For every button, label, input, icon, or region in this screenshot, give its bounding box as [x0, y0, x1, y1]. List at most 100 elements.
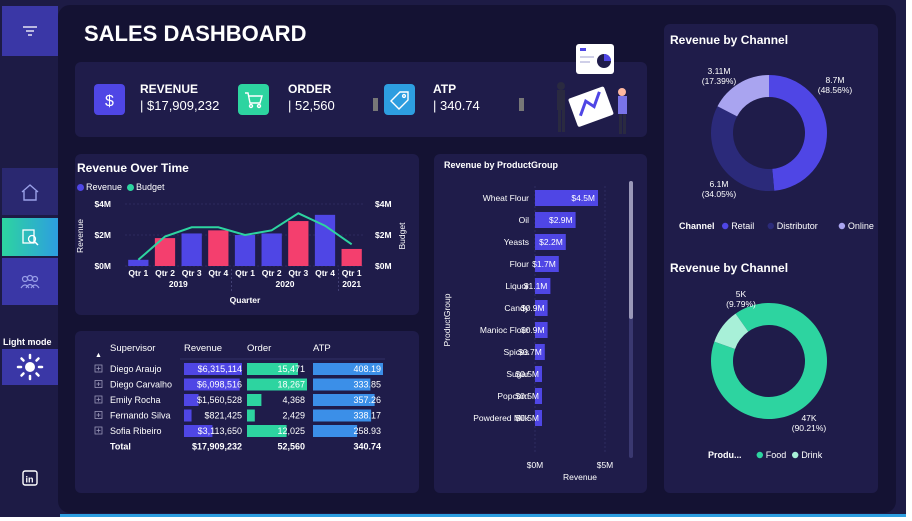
- x-tick-label: Qtr 1: [235, 268, 255, 278]
- data-label: $2.9M: [549, 215, 573, 225]
- category-label: Powdered Milk: [473, 413, 529, 423]
- revenue-bar: [314, 214, 336, 266]
- revenue-cell: $1,560,528: [197, 395, 242, 405]
- y-tick-label: $2M: [94, 230, 111, 240]
- donut-slice: [711, 303, 827, 419]
- kpi-atp-icon-box: [384, 84, 415, 115]
- channel-donut-chart: 8.7M(48.56%) 6.1M(34.05%) 3.11M(17.39%) Cha…: [679, 66, 874, 231]
- revenue-bar: [181, 233, 202, 266]
- data-label: $2.2M: [539, 237, 563, 247]
- slice-percent-label: (90.21%): [792, 423, 827, 433]
- revenue-over-time-legend: Revenue Budget: [77, 182, 165, 192]
- y-tick-label: $0M: [94, 261, 111, 271]
- analysis-button[interactable]: [2, 218, 58, 256]
- revenue-cell: $821,425: [204, 411, 242, 421]
- slice-percent-label: (48.56%): [818, 85, 853, 95]
- kpi-divider: [519, 98, 524, 111]
- legend-dot: [792, 451, 799, 459]
- product-bar: [535, 344, 545, 360]
- revenue-bar: [128, 259, 149, 266]
- supervisor-name: Fernando Silva: [110, 411, 171, 421]
- kpi-revenue-number: $17,909,232: [147, 98, 220, 113]
- kpi-revenue-value: | $17,909,232: [140, 98, 220, 113]
- x-tick-label: Qtr 1: [128, 268, 148, 278]
- year-label: 2021: [342, 279, 361, 289]
- light-mode-toggle[interactable]: [2, 349, 58, 385]
- data-label: $1.1M: [524, 281, 548, 291]
- cart-icon: [244, 91, 263, 108]
- kpi-divider: [373, 98, 378, 111]
- product-bar: [535, 300, 548, 316]
- product-bar: [535, 410, 542, 426]
- light-mode-label: Light mode: [3, 337, 52, 347]
- kpi-revenue-label: REVENUE: [140, 82, 199, 96]
- x-axis-label: Revenue: [563, 472, 597, 482]
- expand-toggle-icon: [94, 395, 103, 404]
- linkedin-icon: in: [22, 470, 38, 486]
- revenue-bar: [341, 248, 362, 266]
- product-bar: [535, 366, 542, 382]
- filter-icon: [23, 26, 37, 36]
- revenue-bar: [208, 230, 229, 266]
- category-label: Yeasts: [504, 237, 529, 247]
- data-label: $0.5M: [515, 391, 539, 401]
- x-tick-label: Qtr 4: [208, 268, 228, 278]
- home-button[interactable]: [2, 168, 58, 215]
- kpi-atp-label: ATP: [433, 82, 457, 96]
- slice-percent-label: (17.39%): [702, 76, 737, 86]
- y2-tick-label: $2M: [375, 230, 392, 240]
- expand-toggle-icon: [94, 411, 103, 419]
- column-header: Supervisor: [110, 343, 155, 354]
- product-bar: [535, 278, 551, 294]
- legend-dot: [767, 222, 774, 230]
- supervisor-name: Diego Araujo: [110, 364, 162, 374]
- order-cell: 12,025: [277, 426, 305, 436]
- product-donut-chart: 47K(90.21%) 5K(9.79%) Produ... Food Drink: [708, 289, 827, 460]
- atp-cell: 408.19: [353, 364, 381, 374]
- kpi-panel: [75, 62, 647, 137]
- data-label: $4.5M: [571, 193, 595, 203]
- x-tick-label: $0M: [527, 460, 544, 470]
- revenue-databar: [184, 409, 192, 422]
- x-tick-label: $5M: [597, 460, 614, 470]
- revenue-databar: [184, 394, 199, 406]
- slice-value-label: 47K: [801, 413, 816, 423]
- filter-button[interactable]: [2, 6, 58, 56]
- data-label: $0.7M: [518, 347, 542, 357]
- kpi-order-icon-box: [238, 84, 269, 115]
- people-icon: [20, 274, 40, 288]
- people-button[interactable]: [2, 258, 58, 305]
- y2-axis-label: Budget: [397, 222, 407, 250]
- total-atp: 340.74: [353, 442, 381, 452]
- tag-icon: [389, 90, 409, 110]
- linkedin-button[interactable]: in: [2, 466, 58, 490]
- atp-cell: 333.85: [353, 380, 381, 390]
- x-axis-label: Quarter: [230, 295, 261, 305]
- x-tick-label: Qtr 3: [288, 268, 308, 278]
- revenue-cell: $3,113,650: [198, 426, 242, 436]
- y-tick-label: $4M: [94, 199, 111, 209]
- revenue-bar: [288, 221, 309, 266]
- data-label: $0.9M: [521, 325, 545, 335]
- year-label: 2019: [169, 279, 188, 289]
- order-databar: [247, 394, 262, 406]
- svg-text:$: $: [105, 93, 114, 109]
- kpi-order-number: 52,560: [295, 98, 335, 113]
- total-label: Total: [110, 442, 131, 452]
- order-cell: 2,429: [282, 411, 305, 421]
- data-label: $0.9M: [521, 303, 545, 313]
- legend-revenue-dot: [77, 183, 84, 191]
- product-group-scrollbar[interactable]: [629, 181, 633, 458]
- order-databar: [247, 425, 287, 437]
- supervisor-name: Sofia Ribeiro: [110, 426, 162, 436]
- kpi-order-value: | 52,560: [288, 98, 335, 113]
- budget-line: [137, 212, 353, 261]
- supervisor-table: ▲ Supervisor Revenue Order ATP Diego Araujo $6…: [94, 343, 385, 452]
- scrollbar-thumb[interactable]: [629, 181, 633, 319]
- x-tick-label: Qtr 4: [315, 268, 335, 278]
- legend-dot: [838, 222, 846, 230]
- category-label: Spices: [503, 347, 529, 357]
- atp-cell: 338.17: [353, 411, 381, 421]
- slice-value-label: 3.11M: [708, 66, 731, 76]
- slice-value-label: 6.1M: [710, 179, 729, 189]
